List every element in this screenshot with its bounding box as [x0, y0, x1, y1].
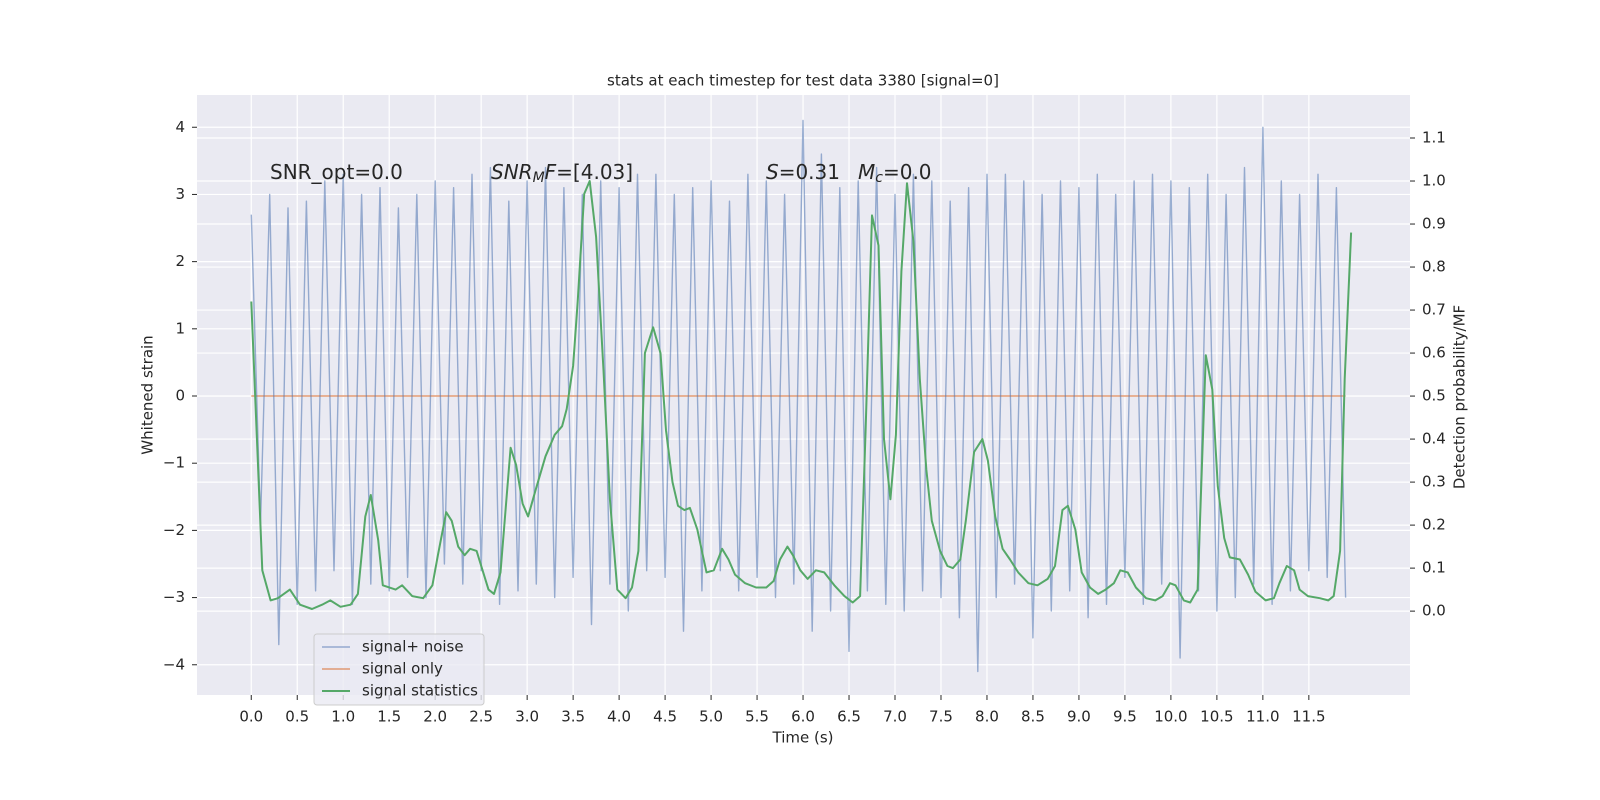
- x-tick-label: 1.5: [377, 708, 401, 726]
- x-tick-label: 10.0: [1154, 708, 1187, 726]
- x-tick-label: 11.0: [1246, 708, 1279, 726]
- y2-axis-label: Detection probability/MF: [1451, 305, 1469, 489]
- lines: [250, 119, 1353, 673]
- x-tick-label: 7.0: [883, 708, 907, 726]
- x-tick-label: 4.0: [607, 708, 631, 726]
- x-tick-label: 9.0: [1067, 708, 1091, 726]
- x-tick-label: 2.5: [469, 708, 493, 726]
- annotation: Mc=0.0: [858, 160, 932, 187]
- y-tick-label: 1: [175, 319, 185, 337]
- x-tick-label: 8.5: [1021, 708, 1045, 726]
- legend: signal+ noise signal only signal statistic…: [313, 633, 485, 706]
- annotation-part: M: [533, 170, 545, 186]
- y2-tick-label: 0.6: [1422, 344, 1446, 362]
- x-tick-label: 0.0: [239, 708, 263, 726]
- y2-tick-label: 0.5: [1422, 387, 1446, 405]
- annotation-part: M: [858, 160, 875, 184]
- y2-tick-label: 0.7: [1422, 301, 1446, 319]
- y-axis-label: Whitened strain: [139, 335, 157, 454]
- y2-tick-label: 1.1: [1422, 129, 1446, 147]
- annotation-part: F: [545, 160, 557, 184]
- annotation-part: =[4.03]: [556, 160, 633, 184]
- annotation-part: =0.31: [779, 160, 840, 184]
- x-tick-label: 6.0: [791, 708, 815, 726]
- x-tick-label: 9.5: [1113, 708, 1137, 726]
- legend-label: signal+ noise: [362, 638, 464, 656]
- y2-tick-label: 0.4: [1422, 430, 1446, 448]
- y-tick-label: 4: [175, 118, 185, 136]
- x-tick-label: 1.0: [331, 708, 355, 726]
- annotation-part: S: [766, 160, 779, 184]
- y2-tick-label: 0.3: [1422, 473, 1446, 491]
- x-tick-label: 3.5: [561, 708, 585, 726]
- y-tick-label: −2: [163, 521, 185, 539]
- x-tick-label: 0.5: [285, 708, 309, 726]
- y-tick-label: −1: [163, 454, 185, 472]
- annotation-part: SNR_opt=0.0: [270, 160, 403, 184]
- series-line: [250, 180, 1353, 610]
- x-tick-label: 7.5: [929, 708, 953, 726]
- x-tick-label: 5.5: [745, 708, 769, 726]
- annotation: S=0.31: [766, 160, 840, 184]
- legend-label: signal statistics: [362, 682, 478, 700]
- annotation-part: =0.0: [883, 160, 932, 184]
- annotation-part: c: [875, 170, 883, 186]
- x-tick-label: 2.0: [423, 708, 447, 726]
- x-tick-label: 11.5: [1292, 708, 1325, 726]
- y-tick-label: −3: [163, 588, 185, 606]
- x-tick-label: 4.5: [653, 708, 677, 726]
- x-tick-label: 6.5: [837, 708, 861, 726]
- y2-tick-label: 0.2: [1422, 516, 1446, 534]
- legend-box: [313, 633, 485, 706]
- x-tick-label: 10.5: [1200, 708, 1233, 726]
- x-tick-label: 3.0: [515, 708, 539, 726]
- x-tick-label: 8.0: [975, 708, 999, 726]
- y-tick-label: 3: [175, 185, 185, 203]
- y2-tick-label: 0.9: [1422, 215, 1446, 233]
- y-tick-label: −4: [163, 655, 185, 673]
- y-tick-label: 0: [175, 387, 185, 405]
- y2-tick-label: 0.8: [1422, 258, 1446, 276]
- chart-title: stats at each timestep for test data 338…: [607, 72, 999, 90]
- y-tick-label: 2: [175, 252, 185, 270]
- legend-label: signal only: [362, 660, 443, 678]
- y2-tick-label: 0.1: [1422, 559, 1446, 577]
- y2-tick-label: 1.0: [1422, 172, 1446, 190]
- annotation-part: SNR: [491, 160, 533, 184]
- annotation: SNR_opt=0.0: [270, 160, 403, 184]
- x-tick-label: 5.0: [699, 708, 723, 726]
- x-axis-label: Time (s): [772, 729, 834, 747]
- y2-tick-label: 0.0: [1422, 602, 1446, 620]
- annotation: SNRMF=[4.03]: [491, 160, 633, 187]
- series-line: [250, 119, 1347, 673]
